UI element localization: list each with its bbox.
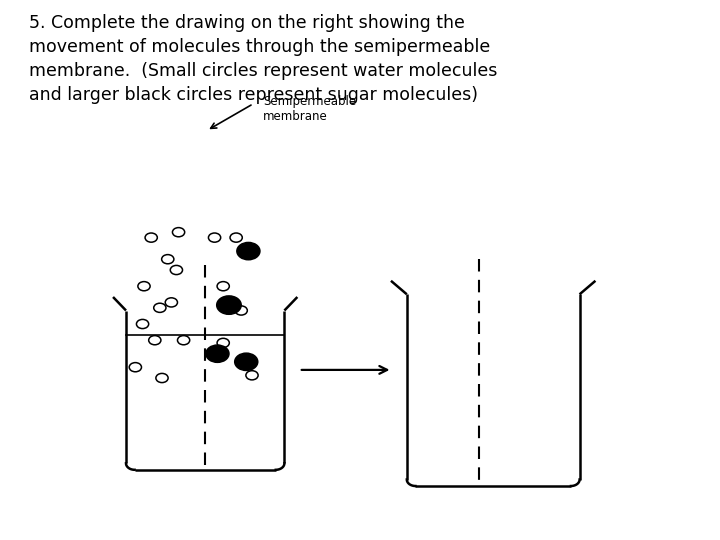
Circle shape	[235, 353, 258, 370]
Circle shape	[217, 282, 229, 291]
Circle shape	[137, 319, 149, 328]
Circle shape	[246, 370, 258, 380]
Circle shape	[156, 374, 168, 382]
Circle shape	[206, 345, 229, 362]
Text: 5. Complete the drawing on the right showing the
movement of molecules through t: 5. Complete the drawing on the right sho…	[29, 14, 498, 104]
Circle shape	[162, 255, 174, 264]
Circle shape	[235, 306, 248, 315]
Circle shape	[154, 303, 166, 312]
Circle shape	[173, 228, 184, 237]
Circle shape	[217, 338, 229, 348]
Circle shape	[145, 233, 157, 242]
Circle shape	[130, 363, 142, 372]
Circle shape	[209, 233, 221, 242]
Circle shape	[230, 233, 242, 242]
Circle shape	[217, 296, 241, 314]
Circle shape	[165, 298, 178, 307]
Circle shape	[149, 335, 161, 345]
Circle shape	[138, 282, 150, 291]
Circle shape	[177, 335, 190, 345]
Circle shape	[171, 266, 183, 274]
Text: Semipermeable
membrane: Semipermeable membrane	[263, 94, 356, 123]
Circle shape	[237, 242, 260, 260]
